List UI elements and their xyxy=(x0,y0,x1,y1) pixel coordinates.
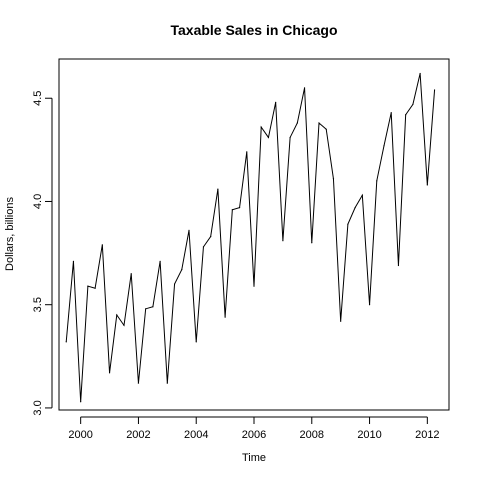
data-point xyxy=(419,72,421,75)
x-tick-label: 2002 xyxy=(126,429,150,441)
x-tick-label: 2008 xyxy=(300,429,324,441)
x-tick-label: 2012 xyxy=(415,429,439,441)
data-point xyxy=(224,316,226,318)
data-point xyxy=(325,128,327,130)
y-tick-label: 4.5 xyxy=(32,91,44,106)
data-point xyxy=(159,260,161,262)
data-point xyxy=(376,180,378,182)
y-tick-label: 4.0 xyxy=(32,194,44,209)
y-axis: 3.0 3.5 4.0 4.5 xyxy=(32,91,53,416)
data-point xyxy=(253,285,255,287)
data-point xyxy=(246,151,248,153)
x-axis: 2000 2002 2004 2006 2008 2010 2012 xyxy=(68,416,440,441)
data-point xyxy=(347,223,349,225)
data-point xyxy=(282,240,284,242)
data-point xyxy=(116,314,118,316)
data-point xyxy=(368,304,371,306)
data-point xyxy=(383,145,385,147)
data-point xyxy=(152,306,154,308)
data-point xyxy=(354,207,356,209)
x-tick-label: 2000 xyxy=(68,429,92,441)
data-point xyxy=(94,287,96,289)
data-point xyxy=(260,126,262,128)
y-tick-label: 3.5 xyxy=(32,297,44,312)
data-point xyxy=(123,324,125,326)
data-point xyxy=(173,283,176,285)
data-point xyxy=(426,184,428,186)
data-point xyxy=(289,136,291,139)
data-point xyxy=(145,308,147,310)
data-point xyxy=(238,207,241,209)
data-point xyxy=(166,382,168,384)
data-point xyxy=(311,242,313,244)
series-group xyxy=(65,72,436,403)
data-point xyxy=(405,114,407,116)
x-tick-label: 2006 xyxy=(242,429,266,441)
y-axis-label: Dollars, billions xyxy=(4,197,16,271)
x-tick-label: 2010 xyxy=(357,429,381,441)
data-point xyxy=(267,136,270,139)
data-point xyxy=(433,89,436,91)
data-point xyxy=(340,320,342,322)
data-point xyxy=(303,87,306,89)
data-point xyxy=(188,229,190,231)
data-point xyxy=(137,382,140,384)
series-line xyxy=(65,73,436,402)
data-point xyxy=(296,122,298,124)
data-point xyxy=(108,372,111,374)
plot-frame xyxy=(58,58,450,411)
data-point xyxy=(202,246,205,248)
data-point xyxy=(275,101,277,103)
data-point xyxy=(390,112,392,114)
data-point xyxy=(195,341,197,343)
data-point xyxy=(217,188,219,190)
data-point xyxy=(181,269,183,271)
data-point xyxy=(80,401,82,403)
data-point xyxy=(412,103,414,106)
data-point xyxy=(361,194,363,196)
data-point xyxy=(65,341,67,343)
y-tick-label: 3.0 xyxy=(32,400,44,415)
data-point xyxy=(318,122,320,124)
data-point xyxy=(332,178,335,180)
data-point xyxy=(231,209,233,211)
x-axis-label: Time xyxy=(242,452,266,464)
data-point xyxy=(87,285,89,287)
data-point xyxy=(210,235,212,238)
chart-title: Taxable Sales in Chicago xyxy=(170,22,337,38)
data-point xyxy=(130,273,132,275)
data-point xyxy=(101,244,103,246)
data-point xyxy=(397,264,400,267)
x-tick-label: 2004 xyxy=(184,429,208,441)
data-point xyxy=(72,260,75,262)
